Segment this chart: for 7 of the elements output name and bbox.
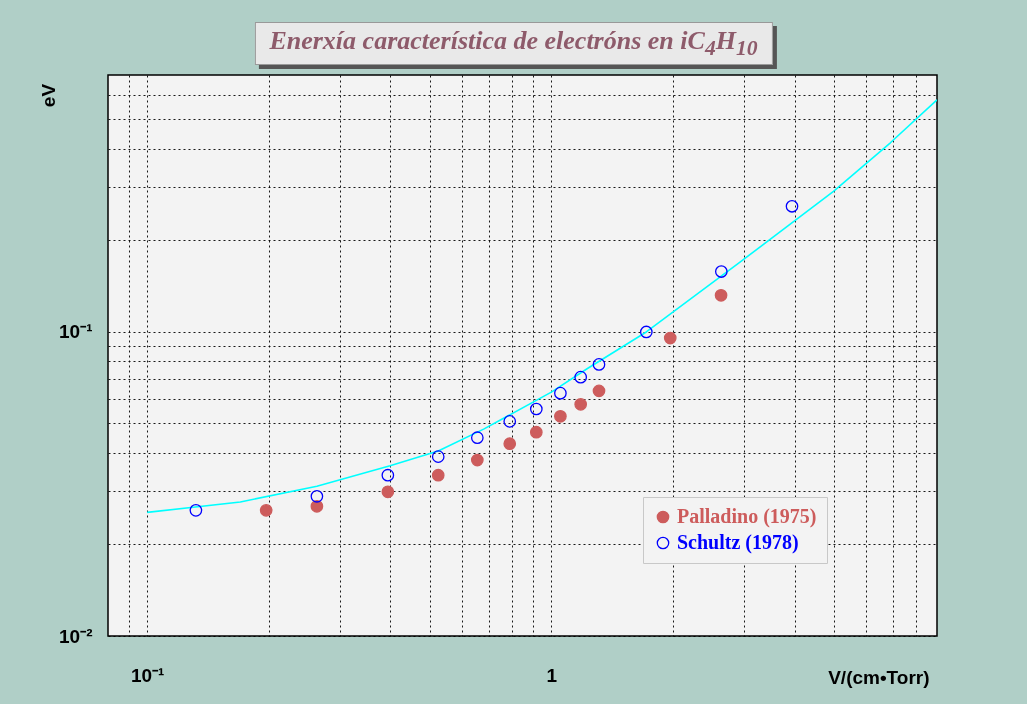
x-tick-label: 1 xyxy=(546,664,558,686)
chart-title: Enerxía característica de electróns en iC$_{4}$H$_{10}$ xyxy=(254,22,773,66)
x-axis-title: V/(cm•Torr) xyxy=(828,666,930,688)
legend-label: Palladino (1975) xyxy=(677,505,817,528)
y-tick-label: 10⁻² xyxy=(59,625,93,647)
y-axis-title: eV xyxy=(37,83,59,108)
legend-label: Schultz (1978) xyxy=(677,531,799,554)
